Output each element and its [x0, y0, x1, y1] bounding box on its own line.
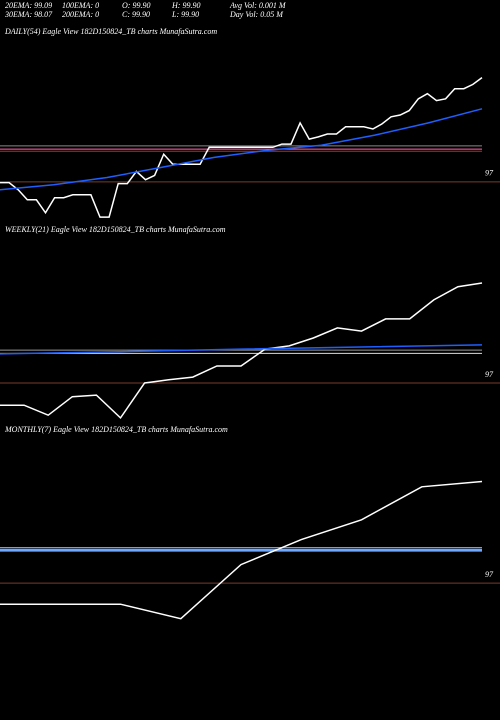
- panel-title: WEEKLY(21) Eagle View 182D150824_TB char…: [5, 225, 226, 234]
- header-stat: 200EMA: 0: [62, 10, 99, 19]
- y-tick-label: 97: [485, 570, 494, 579]
- y-tick-label: 97: [485, 370, 494, 379]
- header-stat: Avg Vol: 0.001 M: [229, 1, 287, 10]
- y-tick-label: 97: [485, 169, 494, 178]
- header-stat: 30EMA: 98.07: [4, 10, 53, 19]
- header-stat: O: 99.90: [122, 1, 150, 10]
- price-line: [0, 344, 483, 355]
- price-line: [0, 282, 483, 420]
- header-stat: 100EMA: 0: [62, 1, 99, 10]
- header-stat: Day Vol: 0.05 M: [229, 10, 284, 19]
- panel-title: MONTHLY(7) Eagle View 182D150824_TB char…: [4, 425, 228, 434]
- header-stat: C: 99.90: [122, 10, 150, 19]
- header-stat: L: 99.90: [171, 10, 199, 19]
- panel-title: DAILY(54) Eagle View 182D150824_TB chart…: [4, 27, 217, 36]
- price-line: [0, 108, 483, 191]
- price-line: [0, 480, 483, 620]
- price-line: [0, 76, 483, 218]
- header-stat: 20EMA: 99.09: [5, 1, 52, 10]
- header-stat: H: 99.90: [171, 1, 200, 10]
